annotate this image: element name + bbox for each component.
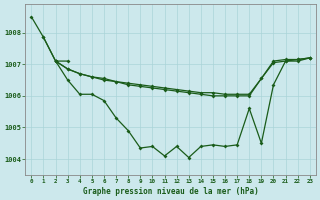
X-axis label: Graphe pression niveau de la mer (hPa): Graphe pression niveau de la mer (hPa): [83, 187, 259, 196]
